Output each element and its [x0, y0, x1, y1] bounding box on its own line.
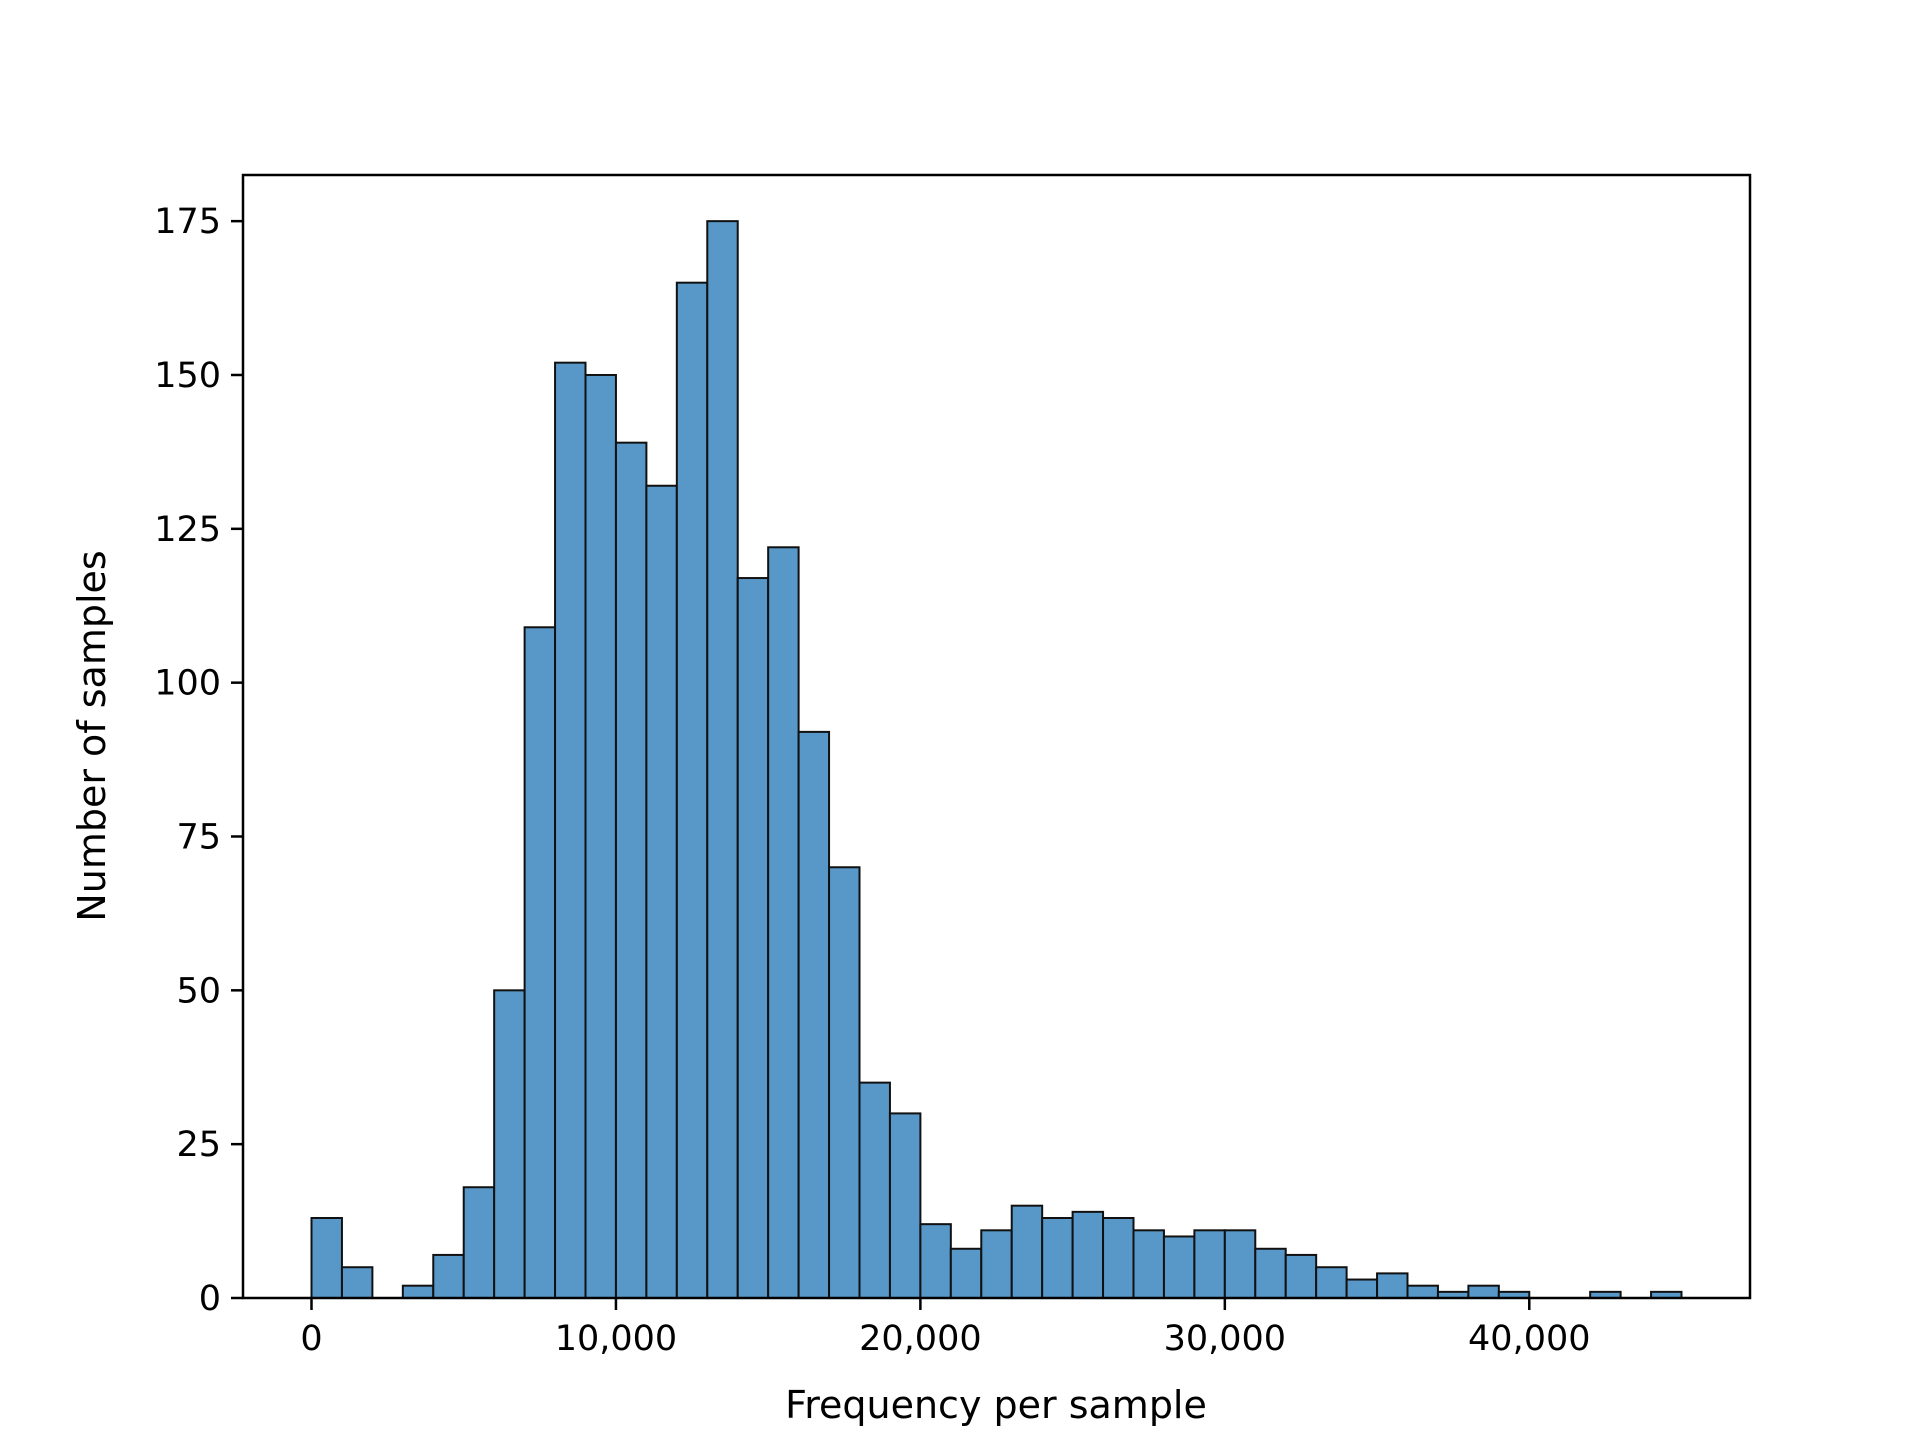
histogram-bar: [1223, 1229, 1257, 1300]
histogram-bar: [1162, 1235, 1196, 1299]
histogram-bar: [310, 1217, 343, 1300]
y-tick-label: 25: [176, 1125, 221, 1165]
histogram-bar: [858, 1081, 891, 1299]
histogram-bar: [1010, 1204, 1044, 1299]
y-tick-label: 0: [199, 1279, 221, 1319]
histogram-bar: [1406, 1284, 1439, 1299]
x-tick-label: 20,000: [859, 1319, 981, 1359]
histogram-bar: [1254, 1247, 1287, 1299]
histogram-bar: [1041, 1217, 1074, 1300]
histogram-bar: [523, 626, 557, 1299]
histogram-bar: [919, 1223, 952, 1300]
histogram-bar: [1315, 1266, 1348, 1300]
histogram-bar: [462, 1186, 496, 1300]
x-tick-label: 10,000: [555, 1319, 677, 1359]
histogram-bar: [1071, 1210, 1105, 1299]
y-tick-label: 50: [176, 971, 221, 1011]
histogram-bar: [1467, 1284, 1500, 1299]
y-tick-label: 100: [154, 664, 221, 704]
x-tick-label: 30,000: [1164, 1319, 1286, 1359]
y-tick-label: 75: [176, 817, 221, 857]
histogram-bar: [1102, 1217, 1135, 1300]
plot-area-frame: [241, 173, 1752, 1300]
histogram-bar: [1345, 1278, 1379, 1299]
y-tick-label: 150: [154, 356, 221, 396]
histogram-bar: [949, 1247, 983, 1299]
y-tick-label: 175: [154, 202, 221, 242]
histogram-bar: [675, 281, 709, 1299]
y-axis: 0 25 50 75 100 125 150 175: [154, 202, 243, 1319]
x-tick-label: 0: [300, 1319, 322, 1359]
histogram-bar: [614, 441, 648, 1300]
histogram-bar: [432, 1253, 465, 1299]
histogram-bar: [340, 1266, 374, 1300]
histogram-bar: [1284, 1253, 1318, 1299]
histogram-bar: [1376, 1272, 1409, 1300]
histogram-bar: [888, 1112, 922, 1299]
x-axis-label: Frequency per sample: [785, 1383, 1207, 1427]
histogram-bar: [706, 220, 739, 1300]
histogram-bar: [828, 866, 861, 1299]
x-tick-label: 40,000: [1468, 1319, 1590, 1359]
histogram-bar: [797, 730, 831, 1299]
histogram-bar: [554, 361, 587, 1299]
bars-group: [310, 220, 1683, 1300]
y-tick-label: 125: [154, 510, 221, 550]
histogram-bar: [645, 484, 678, 1300]
x-axis: 0 10,000 20,000 30,000 40,000: [300, 1298, 1591, 1359]
histogram-bar: [401, 1284, 435, 1299]
histogram-bar: [736, 577, 770, 1299]
y-axis-label: Number of samples: [70, 550, 114, 921]
histogram-bar: [1193, 1229, 1226, 1300]
histogram-bar: [767, 546, 800, 1299]
histogram-bar: [493, 989, 526, 1300]
histogram-bar: [584, 373, 617, 1299]
histogram-bar: [980, 1229, 1013, 1300]
histogram-bar: [1132, 1229, 1165, 1300]
